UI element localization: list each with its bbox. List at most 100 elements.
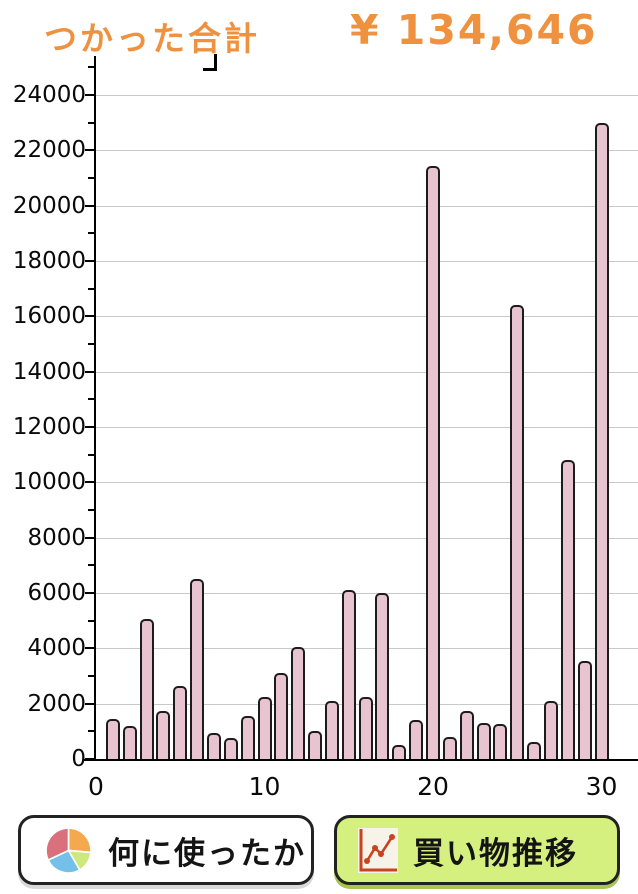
x-axis-label: 30 xyxy=(585,772,618,801)
bar-day-8 xyxy=(223,738,238,759)
bar-day-26 xyxy=(527,742,542,759)
y-axis-label: 24000 xyxy=(12,82,86,108)
bar-day-2 xyxy=(122,726,137,759)
y-axis-label: 10000 xyxy=(12,469,86,496)
pie-slice-orange xyxy=(67,826,92,853)
y-axis-label: 12000 xyxy=(12,414,86,440)
y-axis-label: 16000 xyxy=(12,303,86,330)
y-major-tick xyxy=(85,260,94,262)
x-axis-label: 20 xyxy=(417,772,449,801)
y-axis-label: 14000 xyxy=(12,358,86,385)
y-major-tick xyxy=(85,702,94,705)
pie-slice-red xyxy=(45,826,70,861)
x-axis-line xyxy=(84,759,638,761)
y-major-tick xyxy=(85,370,94,373)
bar-day-25 xyxy=(510,305,525,759)
category-breakdown-button[interactable]: 何に使ったか xyxy=(18,815,314,885)
y-axis-label: 4000 xyxy=(27,635,86,662)
y-minor-tick xyxy=(88,619,94,622)
bar-day-21 xyxy=(442,737,457,759)
gridline xyxy=(95,482,638,484)
y-major-tick xyxy=(85,204,94,207)
pie-chart-icon xyxy=(45,826,92,874)
bar-day-14 xyxy=(324,701,339,759)
line-chart-icon xyxy=(358,827,398,873)
bar-day-9 xyxy=(240,716,255,759)
y-major-tick xyxy=(85,592,94,594)
y-minor-tick xyxy=(88,232,94,235)
bar-day-24 xyxy=(493,724,508,759)
bar-day-28 xyxy=(560,460,575,759)
line-chart-icon-line xyxy=(365,835,394,862)
y-minor-tick xyxy=(88,564,94,567)
gridline xyxy=(95,205,638,207)
y-axis-label: 20000 xyxy=(12,192,86,219)
category-breakdown-label: 何に使ったか xyxy=(108,835,306,872)
y-minor-tick xyxy=(88,343,94,345)
bar-day-11 xyxy=(274,673,289,759)
line-chart-icon-dot xyxy=(389,833,395,840)
y-major-tick xyxy=(85,536,94,539)
bar-day-22 xyxy=(459,711,474,759)
gridline xyxy=(95,150,638,152)
x-axis-label: 10 xyxy=(248,772,281,801)
bar-day-27 xyxy=(543,701,558,759)
pie-slice-blue xyxy=(47,848,81,874)
bar-day-13 xyxy=(308,731,323,759)
bar-day-7 xyxy=(206,733,221,759)
line-chart-icon-dot xyxy=(372,844,378,851)
y-axis-label: 18000 xyxy=(12,248,86,274)
gridline xyxy=(95,371,638,373)
bar-day-3 xyxy=(139,619,154,759)
bar-day-29 xyxy=(577,661,592,759)
y-minor-tick xyxy=(88,675,94,677)
gridline xyxy=(95,95,638,96)
bar-day-15 xyxy=(341,590,356,759)
total-spent-amount: ¥ 134,646 xyxy=(350,6,598,54)
bar-day-16 xyxy=(358,697,373,759)
bar-day-19 xyxy=(409,720,424,759)
gridline xyxy=(95,537,638,539)
bar-day-4 xyxy=(156,711,171,759)
bar-day-12 xyxy=(291,647,306,759)
gridline xyxy=(95,316,638,318)
y-major-tick xyxy=(85,758,94,760)
y-minor-tick xyxy=(88,509,94,511)
y-minor-tick xyxy=(88,121,94,124)
bar-day-23 xyxy=(476,723,491,759)
bar-day-20 xyxy=(426,166,440,759)
y-minor-tick xyxy=(88,453,94,456)
shopping-trend-button[interactable]: 買い物推移 xyxy=(334,815,620,885)
bar-day-6 xyxy=(190,579,205,759)
y-major-tick xyxy=(85,315,94,318)
total-spent-label: つかった合計 xyxy=(44,19,260,58)
bar-day-30 xyxy=(594,123,609,759)
y-axis-line xyxy=(94,56,96,761)
y-minor-tick xyxy=(88,730,94,733)
bar-day-10 xyxy=(257,697,272,759)
shopping-trend-label: 買い物推移 xyxy=(413,835,578,872)
bar-day-5 xyxy=(173,686,188,759)
gridline xyxy=(95,427,638,428)
y-major-tick xyxy=(85,647,94,650)
line-chart-icon-dot xyxy=(378,850,384,857)
gridline xyxy=(95,261,638,262)
stray-corner-mark xyxy=(203,54,217,71)
y-axis-label: 22000 xyxy=(12,137,86,164)
y-major-tick xyxy=(85,149,94,152)
bar-day-17 xyxy=(375,593,390,759)
y-minor-tick xyxy=(88,66,94,69)
y-minor-tick xyxy=(88,287,94,290)
y-axis-label: 0 xyxy=(71,746,86,772)
y-major-tick xyxy=(85,94,94,96)
line-chart-icon-axes xyxy=(359,828,397,871)
y-axis-label: 2000 xyxy=(27,690,86,717)
gridline xyxy=(95,648,638,650)
gridline xyxy=(95,593,638,594)
bar-day-1 xyxy=(105,719,120,759)
y-minor-tick xyxy=(88,177,94,179)
y-axis-label: 8000 xyxy=(27,524,86,551)
line-chart-icon-dot xyxy=(364,857,370,864)
bar-day-18 xyxy=(392,745,407,759)
